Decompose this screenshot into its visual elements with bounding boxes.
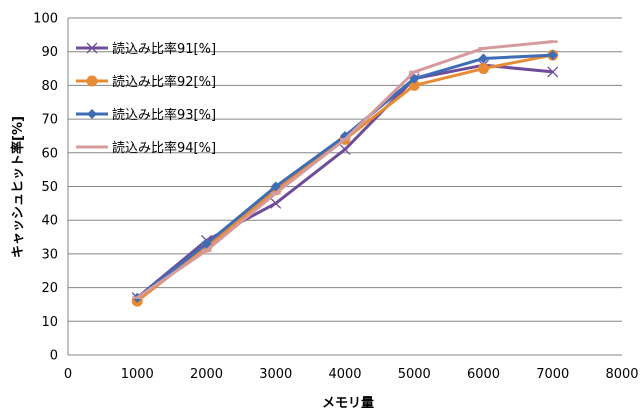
grid-layer <box>68 17 622 322</box>
data-point <box>270 181 281 192</box>
legend-label: 読込み比率91[%] <box>112 41 216 57</box>
y-axis-title: キャッシュヒット率[%] <box>10 116 26 258</box>
y-tick-label: 70 <box>41 113 58 128</box>
x-tick-label: 1000 <box>121 367 154 382</box>
legend-item-1: 読込み比率91[%] <box>76 41 216 57</box>
y-tick-label: 0 <box>50 349 58 364</box>
x-axis-title: メモリ量 <box>322 396 374 411</box>
series-line <box>136 63 553 299</box>
data-point <box>270 197 282 209</box>
data-point <box>547 66 559 78</box>
marker-stroke <box>270 197 282 209</box>
data-point <box>478 53 489 64</box>
data-point <box>547 50 558 61</box>
marker-stroke <box>547 66 559 78</box>
data-point <box>478 63 489 75</box>
marker-stroke <box>339 143 351 155</box>
data-point <box>86 42 98 54</box>
y-tick-label: 40 <box>41 214 58 229</box>
legend-item-4: 読込み比率94[%] <box>76 140 216 156</box>
series-3 <box>132 50 558 303</box>
y-tick-label: 30 <box>41 247 58 262</box>
legend: 読込み比率91[%] 読込み比率92[%] 読込み比率93[%] 読込み比率94[%] <box>76 41 216 156</box>
y-tick-label: 50 <box>41 180 58 195</box>
data-point <box>86 75 98 87</box>
series-layer <box>131 40 559 307</box>
legend-label: 読込み比率94[%] <box>112 140 216 156</box>
x-tick-label: 5000 <box>398 367 431 382</box>
x-tick-label: 7000 <box>536 367 569 382</box>
series-4 <box>132 40 558 299</box>
x-tick-label: 2000 <box>190 367 223 382</box>
y-tick-label: 80 <box>41 79 58 94</box>
y-tick-label: 10 <box>41 315 58 330</box>
series-1 <box>131 59 559 304</box>
x-tick-label: 8000 <box>605 367 638 382</box>
x-tick-label: 3000 <box>259 367 292 382</box>
legend-item-3: 読込み比率93[%] <box>76 107 216 123</box>
y-tick-label: 20 <box>41 281 58 296</box>
legend-item-2: 読込み比率92[%] <box>76 74 216 90</box>
x-tick-label: 0 <box>64 367 72 382</box>
data-point <box>201 238 212 249</box>
series-line <box>136 53 554 303</box>
legend-label: 読込み比率93[%] <box>112 107 216 123</box>
series-line <box>136 53 553 299</box>
y-tick-label: 100 <box>33 12 58 27</box>
data-point <box>339 143 351 155</box>
y-tick-label: 60 <box>41 146 58 161</box>
y-tick-label: 90 <box>41 45 58 60</box>
data-point <box>87 109 97 119</box>
marker-stroke <box>86 42 98 54</box>
x-tick-label: 4000 <box>328 367 361 382</box>
x-tick-label: 6000 <box>467 367 500 382</box>
legend-label: 読込み比率92[%] <box>112 74 216 90</box>
